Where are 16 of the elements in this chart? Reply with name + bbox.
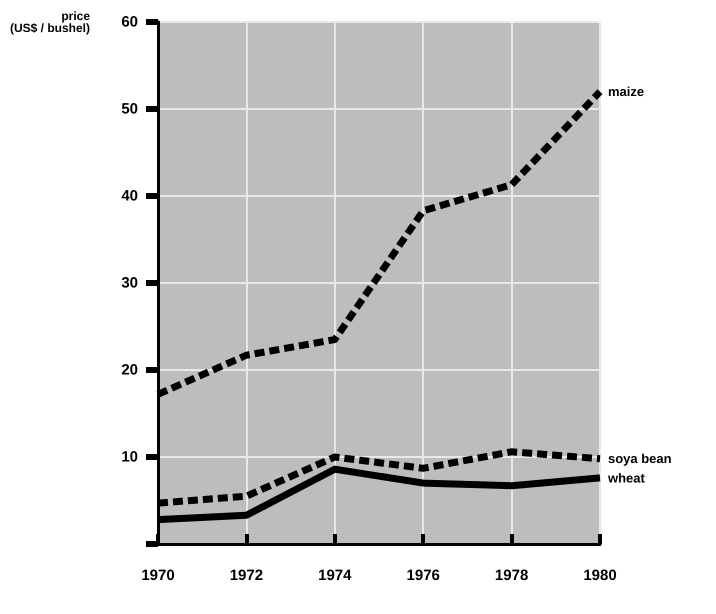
x-tick-label: 1972 — [230, 567, 264, 584]
series-label: soya bean — [608, 451, 672, 466]
y-axis-title: price (US$ / bushel) — [10, 9, 90, 35]
y-tick-label: 50 — [121, 100, 138, 118]
x-tick-label: 1970 — [141, 567, 175, 584]
y-tick-label: 10 — [121, 448, 138, 466]
y-tick-label: 40 — [121, 188, 138, 204]
x-tick-label: 1974 — [318, 567, 352, 584]
series-label: maize — [608, 84, 644, 100]
y-tick-label: 60 — [121, 14, 138, 30]
y-tick-label: 20 — [121, 362, 138, 378]
x-tick-label: 1980 — [583, 567, 617, 584]
x-tick-label: 1976 — [406, 567, 440, 584]
series-label: wheat — [607, 470, 646, 486]
y-tick-label: 30 — [121, 274, 138, 292]
x-tick-label: 1978 — [494, 567, 528, 584]
